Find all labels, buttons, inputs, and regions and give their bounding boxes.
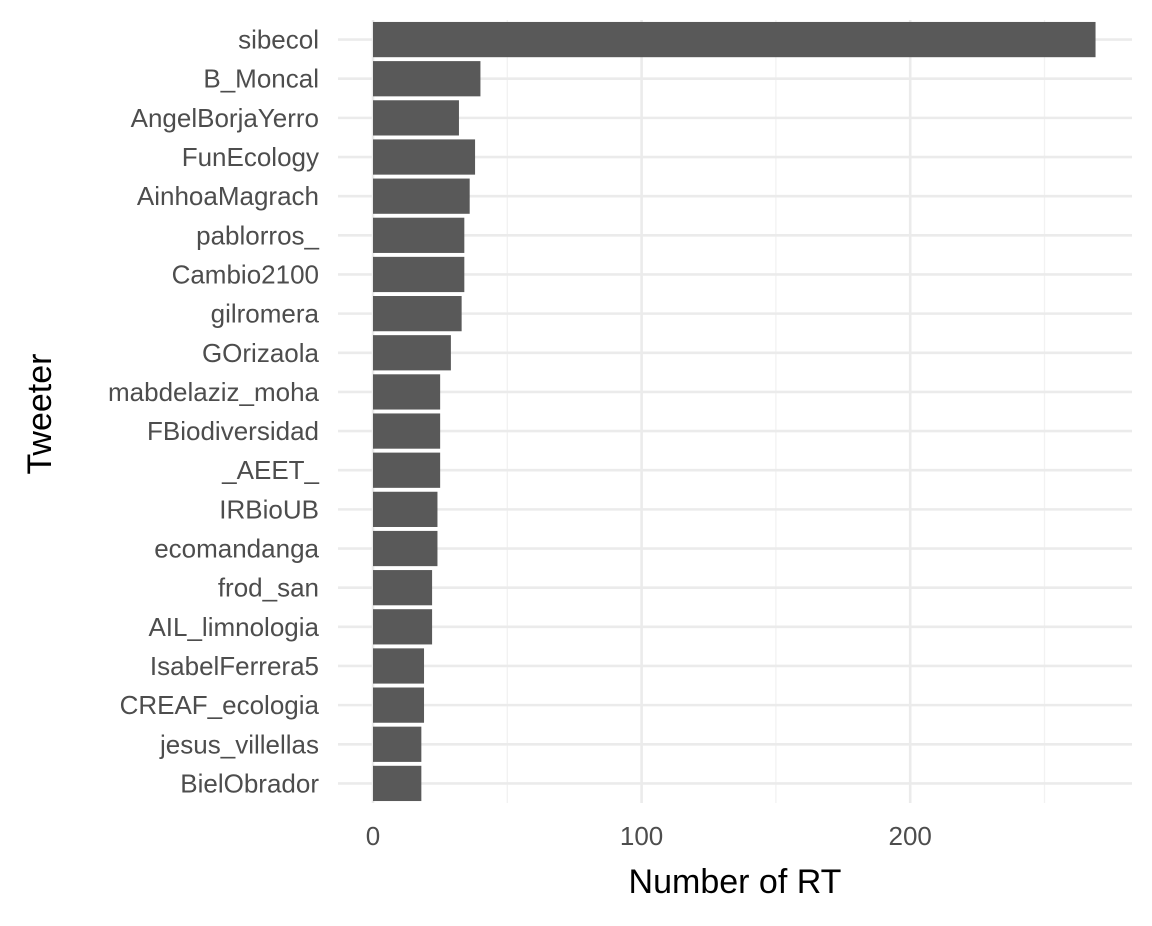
bar <box>373 217 465 253</box>
y-tick-label: B_Moncal <box>203 64 319 94</box>
y-tick-label: AIL_limnologia <box>148 612 319 642</box>
y-tick-label: AinhoaMagrach <box>137 181 319 211</box>
bar <box>373 530 438 567</box>
bar <box>373 256 465 293</box>
y-tick-label: pablorros_ <box>196 220 319 250</box>
x-tick-label: 200 <box>889 821 932 851</box>
bar <box>373 21 1096 58</box>
bar <box>373 609 433 645</box>
x-tick-label: 100 <box>620 821 663 851</box>
y-tick-label: GOrizaola <box>202 338 320 368</box>
y-tick-label: jesus_villellas <box>159 729 319 759</box>
y-tick-label: Cambio2100 <box>172 259 319 289</box>
y-tick-label: FBiodiversidad <box>147 416 319 446</box>
y-tick-label: mabdelaziz_moha <box>108 377 320 407</box>
grid-lines <box>338 20 1132 803</box>
bar <box>373 413 441 449</box>
bar <box>373 726 422 762</box>
x-tick-label: 0 <box>366 821 380 851</box>
bars <box>373 21 1096 802</box>
bar <box>373 648 425 684</box>
bar <box>373 178 470 214</box>
y-tick-label: BielObrador <box>180 768 319 798</box>
y-tick-label: IsabelFerrera5 <box>150 651 319 681</box>
y-tick-label: IRBioUB <box>219 494 319 524</box>
bar <box>373 335 451 371</box>
y-tick-label: frod_san <box>218 573 319 603</box>
bar <box>373 452 441 488</box>
bar <box>373 374 441 410</box>
y-tick-label: sibecol <box>238 25 319 55</box>
bar <box>373 570 433 606</box>
bar <box>373 139 476 175</box>
y-axis-title: Tweeter <box>21 354 59 475</box>
bar <box>373 100 459 136</box>
bar <box>373 61 481 97</box>
y-tick-label: _AEET_ <box>221 455 319 485</box>
bar <box>373 765 422 802</box>
y-tick-label: FunEcology <box>182 142 319 172</box>
bar <box>373 491 438 527</box>
y-tick-label: gilromera <box>211 299 320 329</box>
y-tick-labels: sibecol B_Moncal AngelBorjaYerro FunEcology… <box>108 25 320 799</box>
x-tick-labels: 0 100 200 <box>366 821 932 851</box>
bar <box>373 687 425 723</box>
y-tick-label: AngelBorjaYerro <box>131 103 319 133</box>
x-axis-title: Number of RT <box>629 863 842 901</box>
bar <box>373 296 462 332</box>
y-tick-label: ecomandanga <box>154 534 319 564</box>
y-tick-label: CREAF_ecologia <box>120 690 320 720</box>
